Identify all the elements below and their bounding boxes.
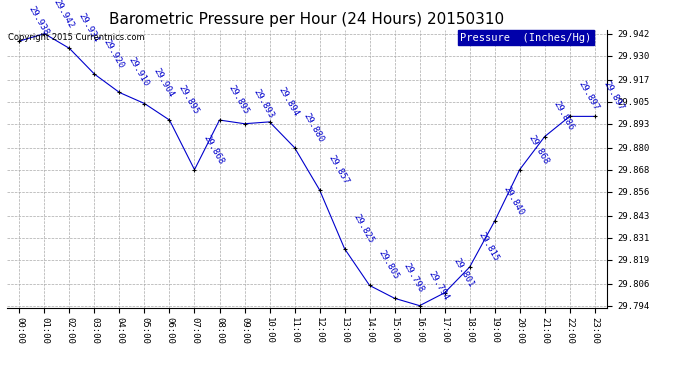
Text: 29.920: 29.920 (101, 38, 126, 70)
Text: 29.893: 29.893 (251, 87, 275, 120)
Text: 29.910: 29.910 (126, 56, 150, 88)
Text: Pressure  (Inches/Hg): Pressure (Inches/Hg) (460, 33, 591, 43)
Text: 29.825: 29.825 (351, 212, 375, 244)
Text: Copyright 2015 Currentnics.com: Copyright 2015 Currentnics.com (8, 33, 144, 42)
Text: 29.794: 29.794 (426, 269, 451, 302)
Text: 29.897: 29.897 (577, 80, 600, 112)
Text: 29.880: 29.880 (302, 111, 326, 144)
Text: 29.868: 29.868 (201, 133, 226, 165)
Text: 29.798: 29.798 (402, 262, 426, 294)
Text: 29.894: 29.894 (277, 85, 300, 118)
Title: Barometric Pressure per Hour (24 Hours) 20150310: Barometric Pressure per Hour (24 Hours) … (110, 12, 504, 27)
Text: 29.895: 29.895 (226, 84, 250, 116)
Text: 29.886: 29.886 (551, 100, 575, 132)
Text: 29.868: 29.868 (526, 133, 551, 165)
Text: 29.801: 29.801 (451, 256, 475, 289)
Text: 29.895: 29.895 (177, 84, 200, 116)
Text: 29.938: 29.938 (26, 4, 50, 37)
Text: 29.840: 29.840 (502, 184, 526, 217)
Text: 29.805: 29.805 (377, 249, 400, 281)
Text: 29.942: 29.942 (51, 0, 75, 30)
Text: 29.857: 29.857 (326, 153, 351, 186)
Text: 29.934: 29.934 (77, 12, 100, 44)
Text: 29.815: 29.815 (477, 231, 500, 263)
Text: 29.897: 29.897 (602, 80, 626, 112)
Text: 29.904: 29.904 (151, 67, 175, 99)
